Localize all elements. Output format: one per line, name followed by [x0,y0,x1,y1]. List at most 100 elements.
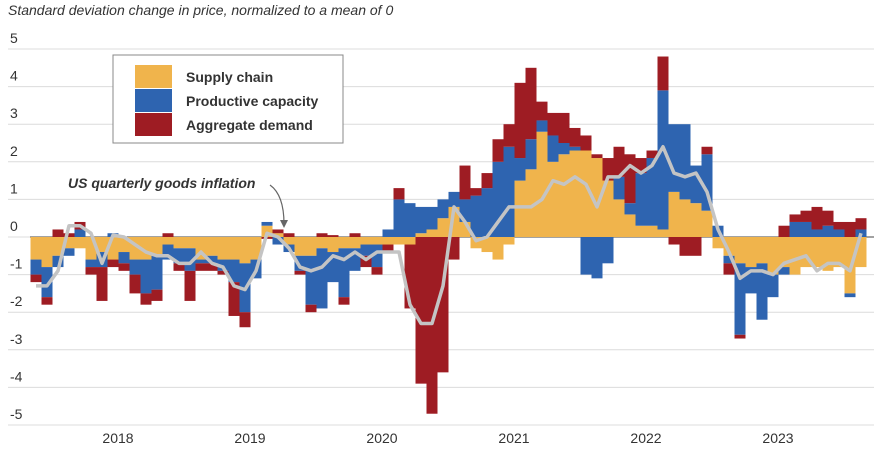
bar-segment [63,248,75,256]
bar-segment [745,237,757,268]
bar-segment [96,267,108,301]
bar-segment [404,244,416,309]
bar-segment [206,255,218,264]
bar-segment [822,210,834,226]
bar-segment [470,188,482,196]
bar-segment [536,101,548,121]
bar-segment [602,158,614,181]
y-tick-label: -3 [10,331,23,347]
x-tick-label: 2021 [498,430,529,446]
bar-segment [844,221,856,237]
bar-segment [52,255,64,268]
y-tick-label: 2 [10,143,18,159]
bar-segment [426,237,438,414]
bar-segment [272,237,284,245]
bar-segment [41,297,53,305]
bar-segment [800,237,812,268]
bar-segment [437,218,449,237]
bar-segment [217,259,229,271]
annotation-arrowhead [280,220,288,228]
y-tick-label: -2 [10,293,23,309]
bar-segment [338,297,350,305]
bar-segment [734,237,746,264]
bar-segment [239,312,251,328]
bar-segment [415,237,427,384]
bar-segment [855,218,867,230]
bar-segment [668,191,680,237]
bar-segment [569,150,581,237]
bar-segment [217,270,229,275]
bar-segment [151,237,163,256]
bar-segment [30,237,42,260]
bar-segment [96,237,108,253]
bar-segment [679,124,691,200]
bar-segment [162,244,174,260]
bar-segment [844,293,856,298]
bar-segment [701,154,713,211]
bar-segment [371,267,383,275]
bar-segment [129,259,141,275]
bar-segment [822,237,834,271]
bar-segment [74,229,86,237]
bar-segment [613,199,625,237]
bar-segment [833,237,845,268]
bar-segment [690,165,702,204]
bar-segment [558,154,570,237]
bar-segment [756,263,768,320]
bar-segment [404,203,416,237]
bar-segment [415,206,427,234]
bar-segment [151,255,163,290]
bar-segment [811,206,823,230]
bar-segment [195,237,207,260]
bar-segment [481,237,493,253]
y-tick-label: -4 [10,368,23,384]
bar-segment [140,293,152,305]
bar-segment [272,229,284,234]
bar-segment [272,233,284,237]
bar-segment [184,248,196,271]
bar-segment [525,139,537,170]
bar-segment [800,221,812,237]
bar-segment [701,146,713,155]
bar-segment [459,165,471,200]
bar-segment [503,124,515,147]
bar-segment [338,237,350,249]
bar-segment [206,263,218,271]
bar-segment [305,255,317,305]
bar-segment [448,237,460,260]
bar-segment [635,225,647,237]
bar-segment [459,221,471,237]
bar-segment [624,154,636,204]
bar-segment [558,112,570,143]
y-tick-label: -1 [10,256,23,272]
bar-segment [360,244,372,256]
bar-segment [448,206,460,237]
chart-title: Standard deviation change in price, norm… [8,2,393,18]
legend-label: Aggregate demand [186,117,313,133]
x-tick-label: 2018 [102,430,133,446]
legend-swatch [135,65,172,88]
bar-segment [437,199,449,219]
annotation-arrow [269,184,285,225]
bar-segment [52,237,64,256]
bar-segment [228,259,240,283]
bar-segment [349,237,361,249]
bar-segment [558,143,570,155]
bar-segment [327,237,339,253]
bar-segment [404,237,416,245]
bar-segment [393,188,405,200]
bar-segment [63,233,75,237]
bar-segment [646,158,658,226]
bar-segment [283,233,295,237]
legend-label: Productive capacity [186,93,318,109]
x-tick-label: 2019 [234,430,265,446]
bar-segment [624,203,636,215]
bar-segment [503,237,515,245]
bar-segment [591,154,603,159]
bar-segment [459,199,471,222]
bar-segment [294,270,306,275]
bar-segment [668,237,680,245]
bar-segment [635,158,647,174]
bar-segment [195,263,207,271]
